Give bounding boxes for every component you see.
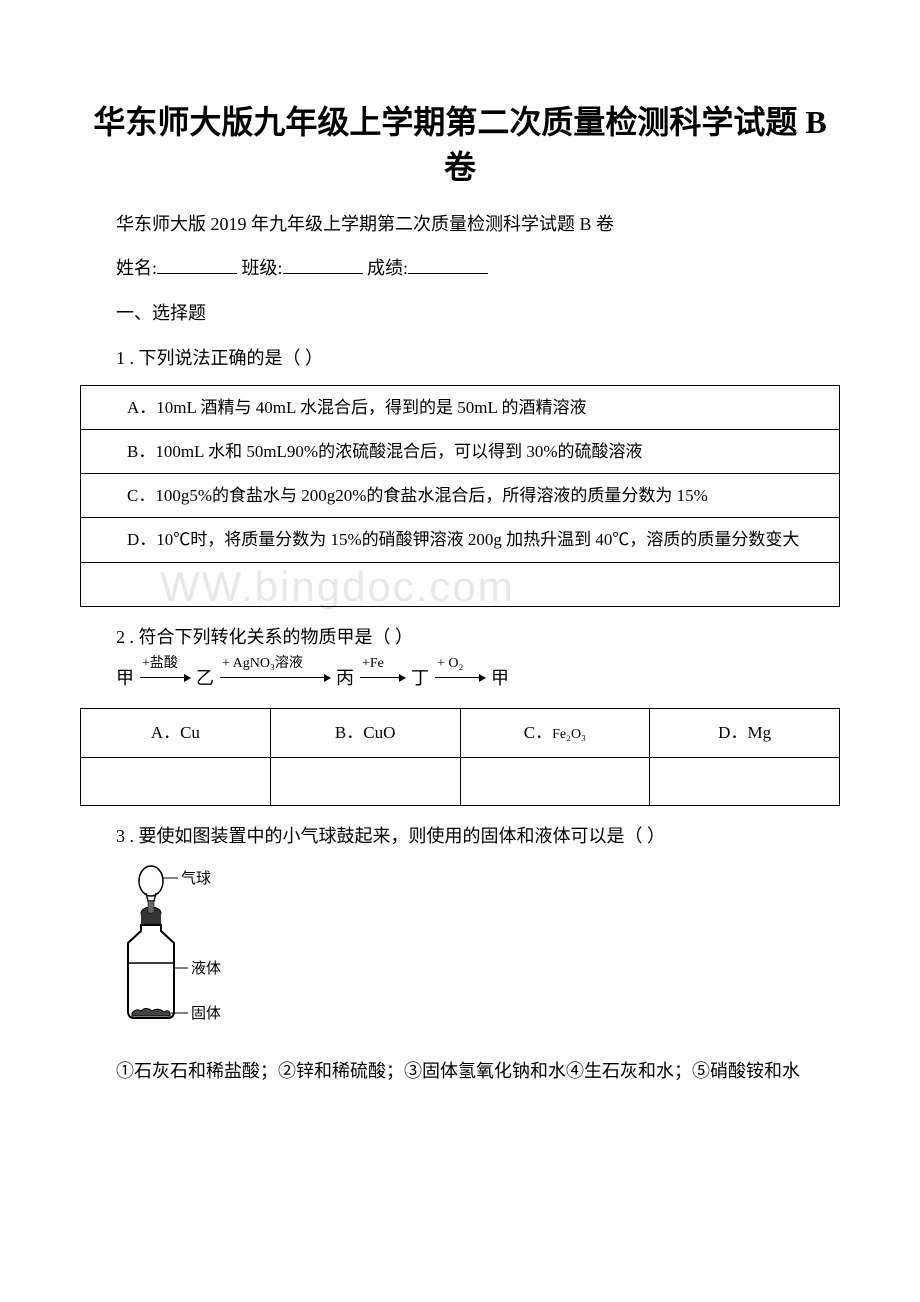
balloon-label: 气球 <box>181 870 211 887</box>
q2-opt-b: B．CuO <box>270 709 460 757</box>
class-blank <box>283 256 363 274</box>
page-title: 华东师大版九年级上学期第二次质量检测科学试题 B 卷 <box>80 100 840 190</box>
q1-opt-a: A．10mL 酒精与 40mL 水混合后，得到的是 50mL 的酒精溶液 <box>81 385 840 429</box>
subtitle: 华东师大版 2019 年九年级上学期第二次质量检测科学试题 B 卷 <box>80 210 840 239</box>
q2-empty-b <box>270 757 460 805</box>
reagent-jia: 甲 <box>116 664 134 693</box>
q1-opt-d: D．10℃时，将质量分数为 15%的硝酸钾溶液 200g 加热升温到 40℃，溶… <box>81 518 840 562</box>
arrow-2: + AgNO₃溶液 <box>220 677 330 678</box>
q3-choices: ①石灰石和稀盐酸；②锌和稀硫酸；③固体氢氧化钠和水④生石灰和水；⑤硝酸铵和水 <box>80 1057 840 1086</box>
q2-opt-a: A．Cu <box>81 709 271 757</box>
reagent-jia2: 甲 <box>491 664 509 693</box>
q1-stem: 1 . 下列说法正确的是（ ） <box>80 344 840 373</box>
solid-label: 固体 <box>191 1005 221 1022</box>
score-blank <box>408 256 488 274</box>
q2-empty-a <box>81 757 271 805</box>
reagent-ding: 丁 <box>411 664 429 693</box>
q1-opt-c: C．100g5%的食盐水与 200g20%的食盐水混合后，所得溶液的质量分数为 … <box>81 474 840 518</box>
form-line: 姓名: 班级: 成绩: <box>80 254 840 283</box>
q2-options-table: A．Cu B．CuO C．Fe₂O₃ D．Mg <box>80 708 840 806</box>
q1-options-table: A．10mL 酒精与 40mL 水混合后，得到的是 50mL 的酒精溶液 B．1… <box>80 385 840 607</box>
liquid-label: 液体 <box>191 960 221 977</box>
section-heading: 一、选择题 <box>80 299 840 328</box>
name-blank <box>157 256 237 274</box>
score-label: 成绩: <box>367 258 408 278</box>
arrow-3: +Fe <box>360 677 405 678</box>
q2-opt-d: D．Mg <box>650 709 840 757</box>
q2-opt-c: C．Fe₂O₃ <box>460 709 650 757</box>
class-label: 班级: <box>242 258 283 278</box>
apparatus-svg: 气球 液体 固体 <box>116 863 286 1033</box>
q2-empty-c <box>460 757 650 805</box>
reagent-bing: 丙 <box>336 664 354 693</box>
q2-reaction-diagram: 甲 +盐酸 乙 + AgNO₃溶液 丙 +Fe 丁 + O₂ 甲 <box>116 664 840 693</box>
q1-empty-row <box>81 562 840 606</box>
arrow-1: +盐酸 <box>140 677 190 678</box>
q2-stem: 2 . 符合下列转化关系的物质甲是（ ） <box>80 623 840 652</box>
q2-empty-d <box>650 757 840 805</box>
reagent-yi: 乙 <box>196 664 214 693</box>
q3-stem: 3 . 要使如图装置中的小气球鼓起来，则使用的固体和液体可以是（ ） <box>80 822 840 851</box>
arrow-4: + O₂ <box>435 677 485 678</box>
name-label: 姓名: <box>116 258 157 278</box>
q1-opt-b: B．100mL 水和 50mL90%的浓硫酸混合后，可以得到 30%的硫酸溶液 <box>81 429 840 473</box>
q3-apparatus-diagram: 气球 液体 固体 <box>116 863 840 1042</box>
